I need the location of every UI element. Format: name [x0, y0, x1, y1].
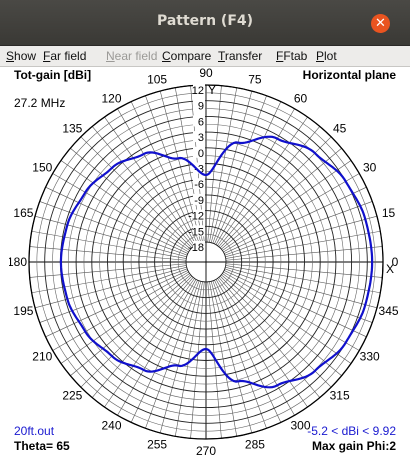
gain-ring: [107, 163, 305, 361]
radial-tick-label: 12: [192, 85, 204, 97]
radial-tick-label: 3: [198, 132, 204, 144]
gain-ring: [185, 241, 227, 283]
gain-ring: [169, 225, 243, 299]
angle-tick-label: 135: [62, 121, 82, 135]
menu-compare[interactable]: Compare: [162, 49, 212, 63]
title-bar[interactable]: Pattern (F4) ✕: [0, 0, 410, 46]
radial-tick-label: 6: [198, 116, 204, 128]
angle-tick-label: 315: [330, 389, 350, 403]
angle-tick-label: 345: [379, 304, 399, 318]
gain-ring: [44, 100, 368, 424]
x-axis-label: X: [386, 262, 394, 276]
angle-tick-label: 75: [248, 72, 262, 86]
close-icon[interactable]: ✕: [371, 14, 390, 33]
angle-tick-label: 45: [333, 121, 347, 135]
radial-label-bg: [193, 99, 205, 111]
angle-tick-label: 105: [147, 72, 167, 86]
angle-tick-label: 0: [392, 255, 399, 269]
radial-label-bg: [193, 209, 205, 221]
radial-label-bg: [193, 193, 205, 205]
radial-tick-label: -6: [194, 179, 204, 191]
angle-tick-label: 60: [294, 91, 308, 105]
radial-label-bg: [193, 146, 205, 158]
angle-tick-label: 165: [13, 206, 33, 220]
angle-tick-label: 30: [363, 161, 377, 175]
menu-plot[interactable]: Plot: [316, 49, 337, 63]
file-name-label: 20ft.out: [14, 424, 55, 438]
gain-ring: [162, 218, 250, 306]
angle-tick-label: 180: [9, 255, 27, 269]
gain-ring: [130, 186, 282, 338]
angle-tick-label: 195: [13, 304, 33, 318]
gain-ring: [91, 147, 321, 377]
frequency-label: 27.2 MHz: [14, 96, 66, 110]
outer-ring: [28, 84, 384, 440]
window-title: Pattern (F4): [156, 13, 254, 29]
plane-label: Horizontal plane: [302, 68, 396, 82]
menu-show[interactable]: Show: [6, 49, 37, 63]
gain-ring: [67, 123, 345, 401]
menu-near-field: Near field: [106, 49, 158, 63]
gain-range-label: -5.2 < dBi < 9.92: [307, 424, 396, 438]
angle-tick-label: 255: [147, 438, 167, 452]
angle-tick-label: 330: [360, 350, 380, 364]
gain-ring: [122, 178, 290, 346]
radial-tick-label: -9: [194, 195, 204, 207]
gain-pattern-trace: [59, 135, 374, 389]
theta-label: Theta= 65: [14, 439, 70, 453]
angle-tick-label: 270: [196, 444, 216, 458]
radial-label-bg: [193, 241, 205, 252]
radial-label-bg: [193, 115, 205, 127]
menu-fftab[interactable]: FFtab: [276, 49, 308, 63]
radial-tick-label: -15: [188, 226, 204, 238]
gain-ring: [177, 233, 235, 291]
polar-plot-area: 0 15 30 45 60 75 90 105 120 135 150 165 180 195 210 225…: [9, 67, 402, 460]
gain-ring: [115, 171, 297, 353]
menu-transfer[interactable]: Transfer: [218, 49, 263, 63]
angle-tick-label: 225: [62, 389, 82, 403]
radial-label-bg: [193, 162, 205, 174]
radial-tick-label: 9: [198, 101, 204, 113]
radial-tick-label: -18: [188, 242, 204, 254]
max-gain-label: Max gain Phi:2: [311, 439, 396, 453]
radial-label-bg: [193, 131, 205, 143]
radial-tick-label: -12: [188, 211, 204, 223]
gain-ring: [36, 92, 376, 432]
radial-label-bg: [193, 178, 205, 190]
gain-ring: [99, 155, 313, 369]
radial-label-bg: [193, 225, 205, 237]
gain-ring: [83, 139, 329, 385]
gain-unit-label: Tot-gain [dBi]: [14, 68, 92, 82]
gain-ring: [146, 202, 266, 322]
angle-tick-label: 210: [32, 350, 52, 364]
angle-tick-label: 90: [199, 67, 213, 80]
gain-ring: [52, 108, 360, 416]
y-axis-label: Y: [208, 83, 216, 97]
angle-tick-label: 120: [101, 91, 121, 105]
polar-chart: 0153045607590105120135150165180195210225…: [9, 67, 399, 458]
gain-ring: [75, 131, 337, 393]
angle-tick-label: 15: [382, 206, 396, 220]
menu-far-field[interactable]: Far field: [43, 49, 87, 63]
radial-tick-label: -3: [194, 164, 204, 176]
angle-tick-label: 300: [290, 419, 310, 433]
angle-tick-label: 285: [245, 438, 265, 452]
angle-tick-label: 150: [32, 161, 52, 175]
gain-ring: [154, 210, 258, 314]
radial-tick-label: 0: [198, 148, 204, 160]
menu-bar: Show Far field Near field Compare Transfer FF…: [0, 46, 410, 67]
gain-ring: [138, 194, 274, 330]
angle-tick-label: 240: [101, 419, 121, 433]
radial-label-bg: [193, 84, 205, 95]
